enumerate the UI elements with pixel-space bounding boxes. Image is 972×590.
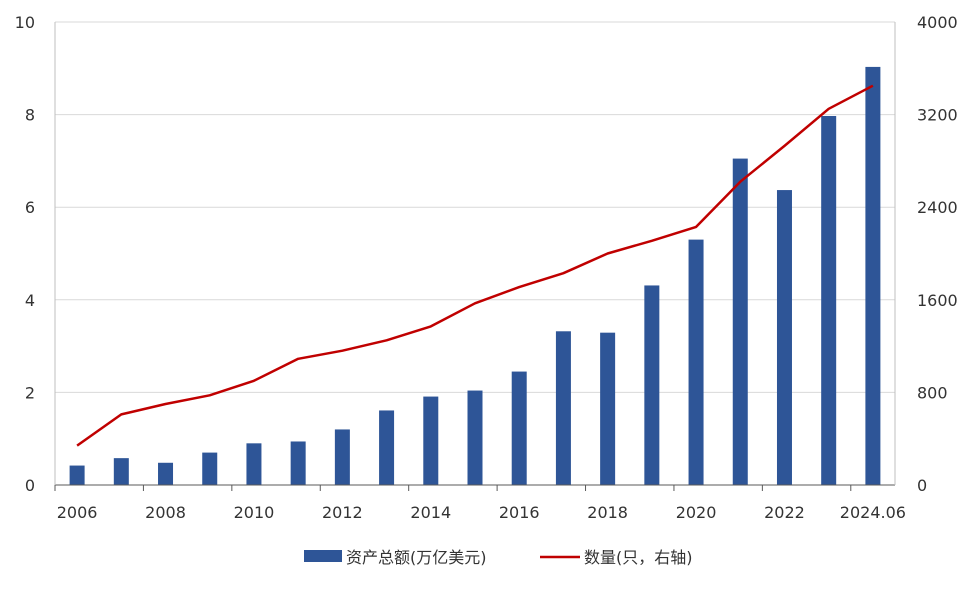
legend-label-count: 数量(只，右轴) (584, 548, 693, 567)
y-left-tick-label: 6 (25, 198, 35, 217)
x-tick-label: 2016 (499, 503, 540, 522)
x-tick-label: 2012 (322, 503, 363, 522)
bar-2014 (423, 396, 439, 485)
bar-2012 (334, 429, 350, 485)
axes: 2006 2008 2010 2012 2014 2016 2018 2020 2022 2024… (15, 13, 958, 522)
x-tick-label: 2014 (410, 503, 451, 522)
y-right-tick-label: 2400 (917, 198, 958, 217)
bar-2009 (202, 452, 218, 485)
bar-2016 (511, 371, 527, 485)
x-tick-label: 2018 (587, 503, 628, 522)
x-tick-label: 2022 (764, 503, 805, 522)
bar-2008 (158, 462, 174, 485)
bar-2006 (69, 465, 85, 485)
bar-2007 (113, 458, 129, 485)
y-left-tick-label: 0 (25, 476, 35, 495)
bar-2011 (290, 441, 306, 485)
bar-2018 (600, 332, 616, 485)
bar-2017 (555, 331, 571, 485)
y-right-tick-label: 800 (917, 383, 948, 402)
x-tick-label: 2006 (57, 503, 98, 522)
bar-series-assets (69, 66, 881, 485)
y-left-tick-label: 8 (25, 106, 35, 125)
y-left-tick-label: 4 (25, 291, 35, 310)
legend-swatch-assets (304, 550, 342, 562)
bar-2023 (821, 115, 837, 485)
x-tick-label: 2020 (676, 503, 717, 522)
bar-2019 (644, 285, 660, 485)
bar-2020 (688, 239, 704, 485)
bar-2010 (246, 443, 262, 485)
y-right-tick-label: 1600 (917, 291, 958, 310)
y-right-tick-label: 3200 (917, 106, 958, 125)
bar-2022 (776, 190, 792, 485)
bar-2021 (732, 158, 748, 485)
x-tick-label: 2010 (234, 503, 275, 522)
line-series-count (76, 84, 874, 447)
y-right-tick-label: 4000 (917, 13, 958, 32)
bar-2015 (467, 390, 483, 485)
legend-label-assets: 资产总额(万亿美元) (346, 548, 487, 567)
gridlines (55, 21, 895, 393)
x-tick-label: 2024.06 (840, 503, 906, 522)
x-tick-label: 2008 (145, 503, 186, 522)
line-count (76, 84, 874, 447)
legend: 资产总额(万亿美元) 数量(只，右轴) (304, 548, 693, 567)
y-right-tick-label: 0 (917, 476, 927, 495)
bar-2013 (379, 410, 395, 485)
y-left-tick-label: 10 (15, 13, 35, 32)
bar-2024.06 (865, 66, 881, 485)
y-left-tick-label: 2 (25, 383, 35, 402)
